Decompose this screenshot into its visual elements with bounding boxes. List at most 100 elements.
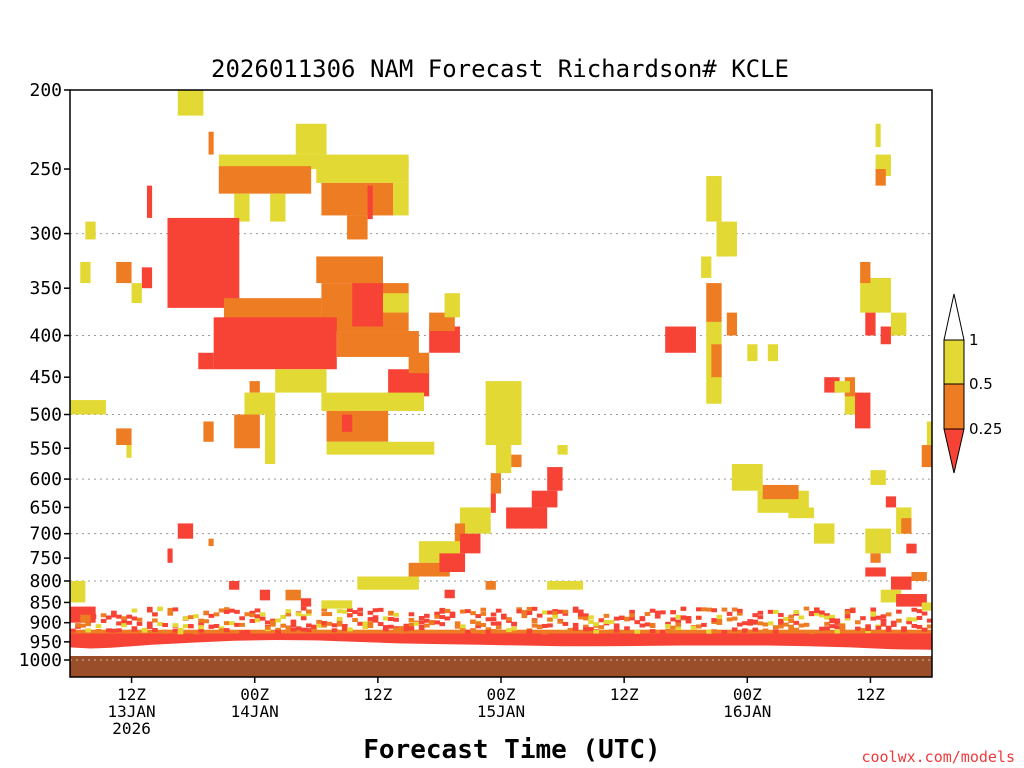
speckle-cell bbox=[470, 628, 476, 633]
heat-region-72 bbox=[485, 580, 496, 590]
speckle-cell bbox=[834, 620, 841, 625]
speckle-cell bbox=[105, 615, 112, 620]
speckle-cell bbox=[208, 624, 215, 629]
speckle-cell bbox=[834, 618, 841, 623]
speckle-cell bbox=[249, 613, 256, 618]
speckle-cell bbox=[788, 618, 794, 623]
heat-region-30 bbox=[408, 352, 430, 374]
legend-swatch-above-1 bbox=[943, 293, 965, 341]
speckle-cell bbox=[485, 617, 492, 622]
speckle-cell bbox=[531, 623, 538, 628]
speckle-cell bbox=[911, 623, 918, 628]
speckle-cell bbox=[290, 623, 297, 628]
speckle-cell bbox=[100, 618, 107, 623]
speckle-cell bbox=[572, 608, 579, 613]
speckle-cell bbox=[347, 607, 353, 612]
speckle-cell bbox=[675, 626, 682, 631]
speckle-cell bbox=[572, 606, 579, 611]
speckle-cell bbox=[608, 619, 615, 624]
x-tick-label-42-1: 15JAN bbox=[477, 702, 525, 721]
speckle-cell bbox=[880, 618, 887, 623]
heat-region-4 bbox=[218, 166, 312, 194]
heat-region-17 bbox=[80, 261, 91, 284]
speckle-cell bbox=[495, 621, 502, 626]
speckle-cell bbox=[306, 609, 312, 614]
y-tick-label-500: 500 bbox=[29, 405, 62, 426]
heat-region-68 bbox=[259, 589, 271, 601]
x-tick-label-18-1: 14JAN bbox=[231, 702, 279, 721]
speckle-cell bbox=[583, 624, 589, 629]
speckle-cell bbox=[937, 626, 943, 630]
speckle-cell bbox=[388, 610, 394, 615]
speckle-cell bbox=[444, 616, 451, 621]
heat-region-75 bbox=[665, 326, 696, 353]
speckle-cell bbox=[300, 627, 307, 632]
y-tick-label-650: 650 bbox=[29, 497, 62, 518]
speckle-cell bbox=[413, 621, 420, 626]
speckle-cell bbox=[218, 626, 225, 631]
heat-region-1 bbox=[208, 131, 214, 155]
speckle-cell bbox=[367, 621, 374, 626]
speckle-cell bbox=[526, 611, 533, 616]
speckle-cell bbox=[649, 622, 656, 627]
speckle-cell bbox=[157, 607, 163, 612]
speckle-cell bbox=[393, 617, 399, 622]
speckle-cell bbox=[321, 621, 328, 626]
speckle-cell bbox=[321, 612, 328, 617]
heat-region-33 bbox=[444, 293, 460, 318]
speckle-cell bbox=[372, 608, 379, 613]
speckle-cell bbox=[229, 608, 235, 613]
speckle-cell bbox=[896, 609, 902, 614]
heat-region-8 bbox=[321, 182, 394, 216]
speckle-cell bbox=[121, 623, 127, 628]
speckle-cell bbox=[880, 614, 887, 619]
heat-region-6 bbox=[270, 193, 286, 222]
speckle-cell bbox=[547, 610, 553, 615]
speckle-cell bbox=[372, 618, 379, 623]
speckle-cell bbox=[116, 614, 122, 619]
speckle-cell bbox=[808, 612, 815, 617]
speckle-cell bbox=[434, 611, 440, 616]
speckle-cell bbox=[131, 626, 138, 631]
speckle-cell bbox=[813, 611, 820, 616]
heat-region-67 bbox=[229, 580, 240, 590]
speckle-cell bbox=[844, 616, 851, 621]
speckle-cell bbox=[737, 611, 743, 616]
speckle-cell bbox=[870, 612, 877, 617]
speckle-cell bbox=[223, 609, 230, 614]
heat-region-116 bbox=[890, 576, 912, 590]
heat-region-25 bbox=[198, 352, 214, 370]
y-axis: 200 250 300 350 400 450 500 550 600 650 700 7508008… bbox=[19, 80, 70, 671]
speckle-cell bbox=[937, 621, 943, 625]
speckle-cell bbox=[270, 620, 276, 625]
speckle-cell bbox=[901, 626, 907, 631]
heat-region-27 bbox=[249, 381, 260, 393]
speckle-cell bbox=[485, 629, 492, 634]
heat-region-120 bbox=[921, 602, 932, 611]
speckle-cell bbox=[306, 611, 312, 616]
speckle-cell bbox=[665, 628, 671, 633]
speckle-cell bbox=[506, 617, 512, 622]
speckle-cell bbox=[198, 622, 204, 627]
heat-region-53 bbox=[547, 467, 563, 491]
speckle-cell bbox=[141, 627, 148, 632]
speckle-cell bbox=[490, 629, 497, 634]
speckle-cell bbox=[377, 622, 384, 627]
heat-region-14 bbox=[141, 267, 153, 289]
heat-region-112 bbox=[906, 543, 917, 554]
speckle-cell bbox=[459, 627, 466, 632]
speckle-cell bbox=[218, 628, 225, 633]
ground-fill bbox=[70, 656, 932, 677]
speckle-cell bbox=[116, 628, 122, 633]
speckle-cell bbox=[716, 620, 723, 625]
speckle-cell bbox=[829, 614, 836, 619]
speckle-cell bbox=[249, 610, 256, 615]
speckle-cell bbox=[649, 629, 656, 634]
heat-region-111 bbox=[901, 518, 912, 534]
x-tick-label-6-0: 12Z bbox=[117, 685, 146, 704]
heat-region-56 bbox=[459, 533, 481, 554]
speckle-cell bbox=[146, 621, 153, 626]
speckle-cell bbox=[901, 628, 907, 633]
speckle-cell bbox=[865, 627, 871, 632]
speckle-cell bbox=[239, 622, 245, 627]
